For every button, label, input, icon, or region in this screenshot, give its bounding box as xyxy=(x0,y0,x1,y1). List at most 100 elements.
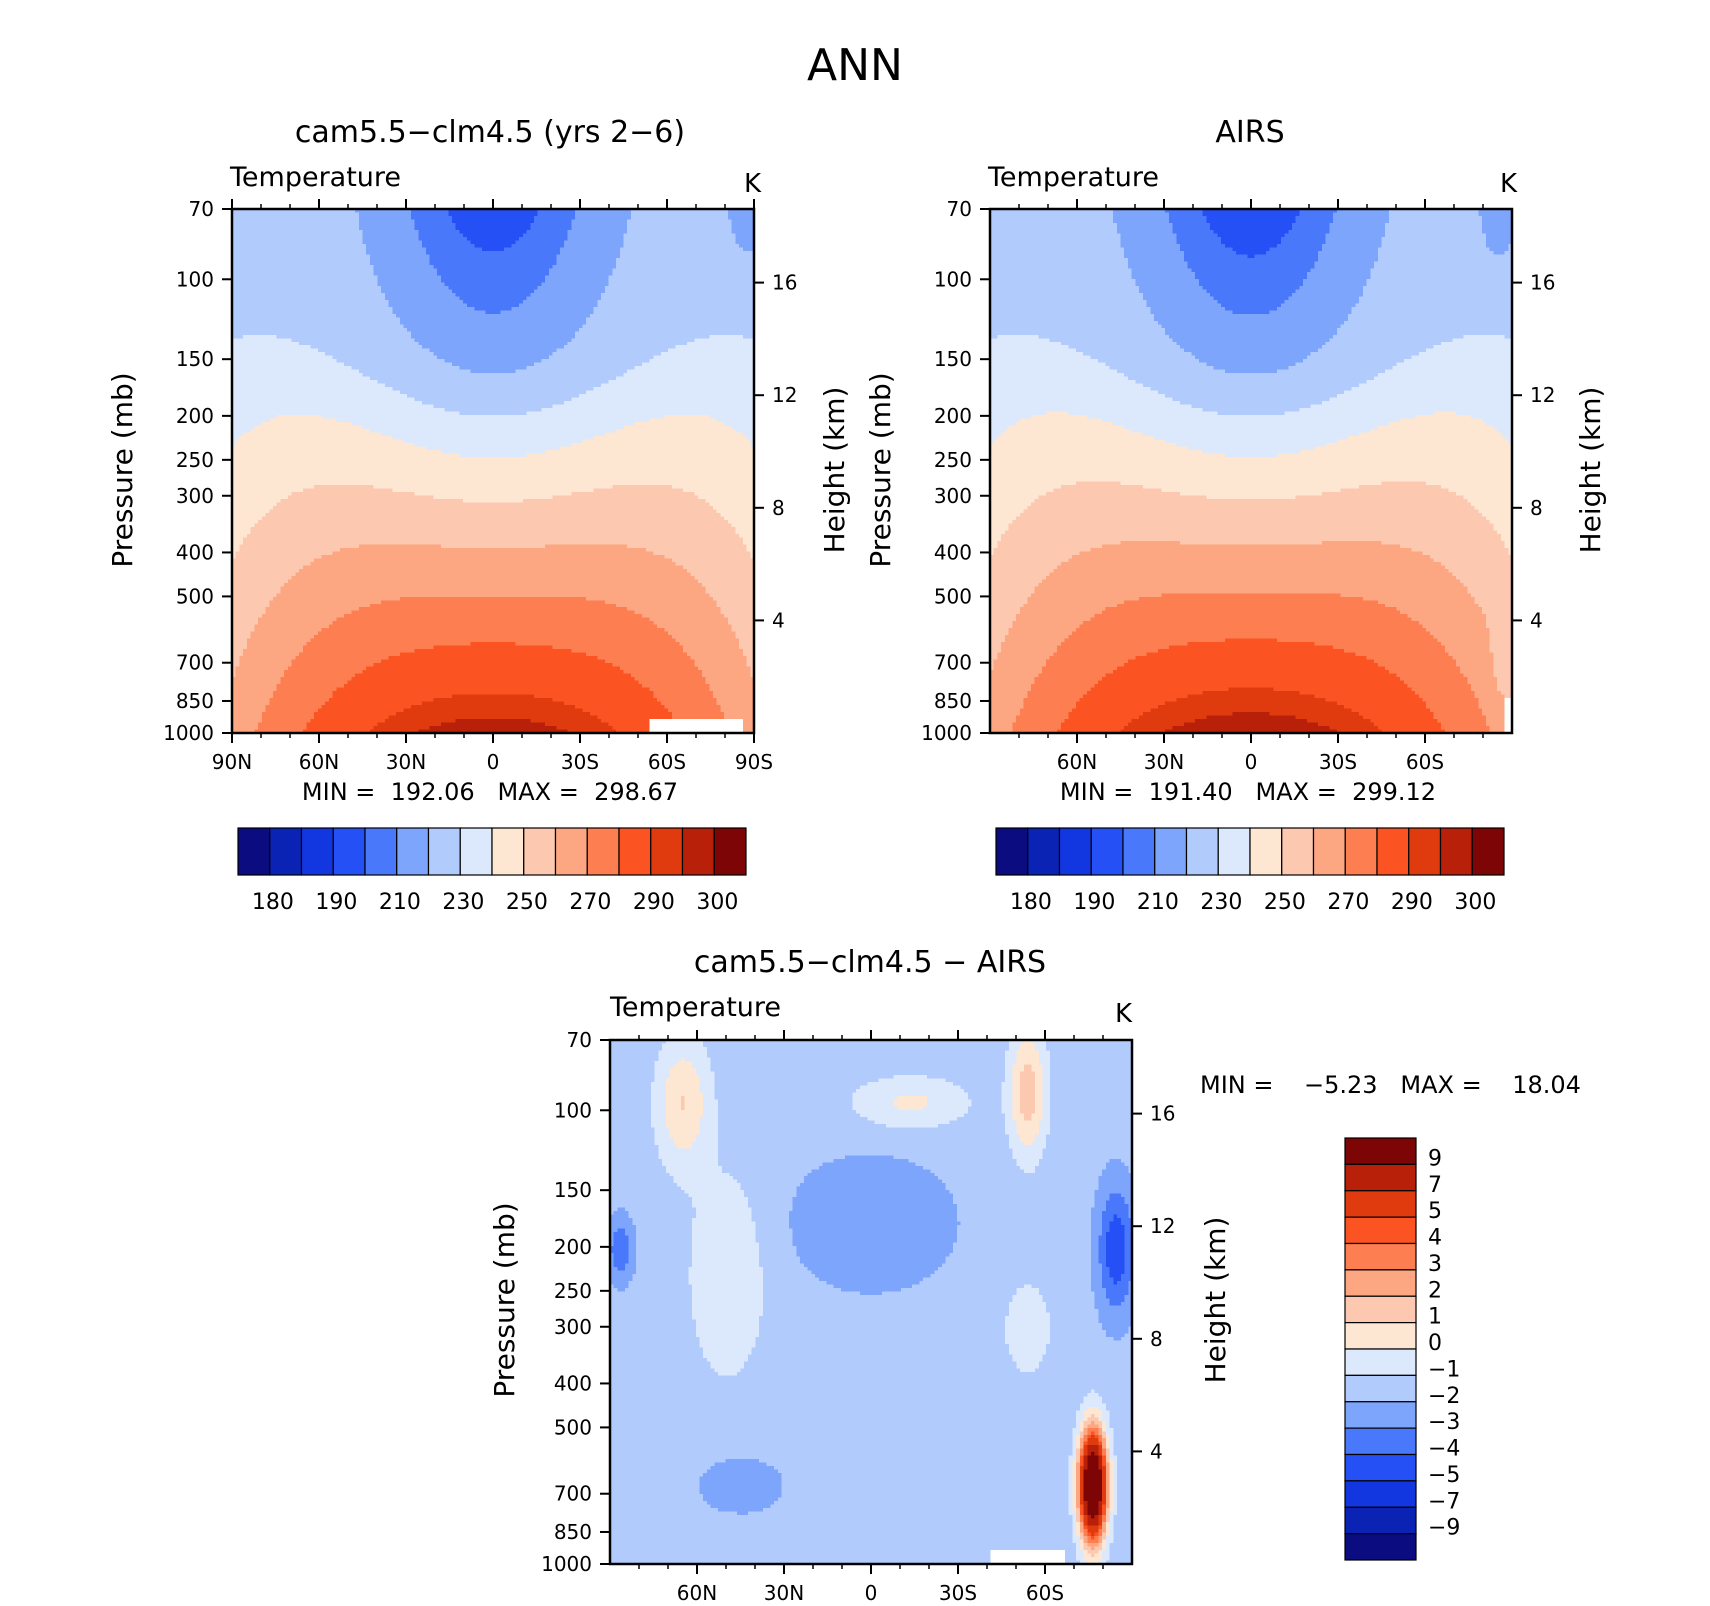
contour-cell xyxy=(247,223,251,227)
contour-cell xyxy=(258,254,262,258)
contour-cell xyxy=(471,272,475,276)
contour-cell xyxy=(527,223,531,227)
contour-cell xyxy=(486,233,490,237)
contour-cell xyxy=(437,237,441,241)
contour-cell xyxy=(512,237,516,241)
contour-cell xyxy=(482,244,486,248)
contour-cell xyxy=(377,244,381,248)
contour-cell xyxy=(355,219,359,223)
contour-cell xyxy=(292,237,296,241)
contour-cell xyxy=(396,230,400,234)
contour-cell xyxy=(661,261,665,265)
contour-cell xyxy=(541,286,545,290)
contour-cell xyxy=(251,289,255,293)
contour-cell xyxy=(292,251,296,255)
contour-cell xyxy=(437,223,441,227)
contour-cell xyxy=(541,223,545,227)
contour-cell xyxy=(359,258,363,262)
contour-cell xyxy=(303,237,307,241)
contour-cell xyxy=(691,240,695,244)
contour-cell xyxy=(448,258,452,262)
contour-cell xyxy=(646,212,650,216)
contour-cell xyxy=(273,230,277,234)
contour-cell xyxy=(348,293,352,297)
contour-cell xyxy=(262,230,266,234)
contour-cell xyxy=(743,230,747,234)
contour-cell xyxy=(377,230,381,234)
contour-cell xyxy=(415,275,419,279)
contour-cell xyxy=(650,212,654,216)
contour-cell xyxy=(452,230,456,234)
contour-cell xyxy=(486,216,490,220)
contour-cell xyxy=(590,265,594,269)
contour-cell xyxy=(627,212,631,216)
contour-cell xyxy=(702,258,706,262)
contour-cell xyxy=(396,282,400,286)
contour-cell xyxy=(534,219,538,223)
contour-cell xyxy=(262,216,266,220)
contour-cell xyxy=(351,223,355,227)
contour-cell xyxy=(474,216,478,220)
contour-cell xyxy=(333,282,337,286)
contour-cell xyxy=(325,254,329,258)
contour-cell xyxy=(273,233,277,237)
contour-cell xyxy=(545,254,549,258)
contour-cell xyxy=(579,240,583,244)
contour-cell xyxy=(321,216,325,220)
contour-cell xyxy=(288,223,292,227)
contour-cell xyxy=(430,289,434,293)
contour-cell xyxy=(631,251,635,255)
contour-cell xyxy=(433,265,437,269)
contour-cell xyxy=(530,261,534,265)
contour-cell xyxy=(687,230,691,234)
contour-cell xyxy=(512,226,516,230)
contour-cell xyxy=(299,226,303,230)
contour-cell xyxy=(556,247,560,251)
contour-cell xyxy=(594,233,598,237)
contour-cell xyxy=(266,251,270,255)
contour-cell xyxy=(679,289,683,293)
contour-cell xyxy=(724,247,728,251)
contour-cell xyxy=(236,212,240,216)
contour-cell xyxy=(482,282,486,286)
contour-cell xyxy=(456,219,460,223)
contour-cell xyxy=(724,254,728,258)
contour-cell xyxy=(299,293,303,297)
contour-cell xyxy=(564,286,568,290)
contour-cell xyxy=(661,244,665,248)
contour-cell xyxy=(702,275,706,279)
contour-cell xyxy=(735,223,739,227)
contour-cell xyxy=(538,240,542,244)
contour-cell xyxy=(359,244,363,248)
contour-cell xyxy=(318,261,322,265)
contour-cell xyxy=(676,233,680,237)
contour-cell xyxy=(612,237,616,241)
contour-cell xyxy=(661,230,665,234)
contour-cell xyxy=(359,233,363,237)
contour-cell xyxy=(568,223,572,227)
contour-cell xyxy=(426,289,430,293)
contour-cell xyxy=(433,219,437,223)
contour-cell xyxy=(389,275,393,279)
contour-cell xyxy=(523,268,527,272)
contour-cell xyxy=(307,268,311,272)
contour-cell xyxy=(683,282,687,286)
contour-cell xyxy=(459,240,463,244)
contour-cell xyxy=(493,212,497,216)
contour-cell xyxy=(273,216,277,220)
contour-cell xyxy=(534,268,538,272)
contour-cell xyxy=(638,258,642,262)
contour-cell xyxy=(418,226,422,230)
contour-cell xyxy=(258,251,262,255)
contour-cell xyxy=(586,212,590,216)
contour-cell xyxy=(336,226,340,230)
contour-cell xyxy=(717,233,721,237)
contour-cell xyxy=(586,279,590,283)
contour-cell xyxy=(280,261,284,265)
contour-cell xyxy=(239,212,243,216)
contour-cell xyxy=(560,237,564,241)
contour-cell xyxy=(713,233,717,237)
contour-cell xyxy=(646,275,650,279)
contour-cell xyxy=(437,275,441,279)
contour-cell xyxy=(668,279,672,283)
